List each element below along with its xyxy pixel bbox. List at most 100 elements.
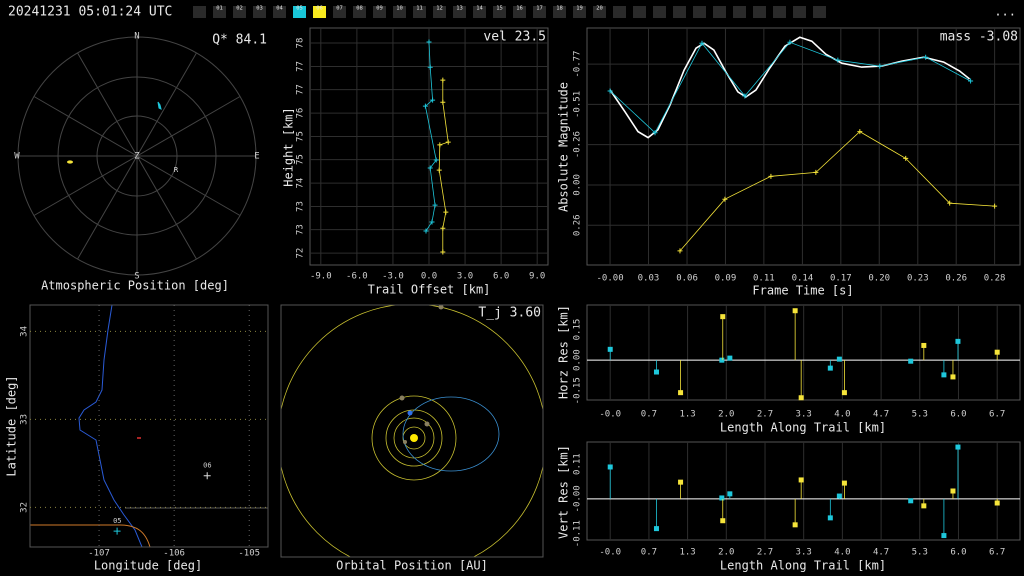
x-tick-label: 0.14 — [792, 274, 814, 284]
x-tick-label: 9.0 — [529, 272, 545, 282]
point — [768, 173, 774, 179]
x-tick-label: 4.0 — [834, 410, 850, 420]
point — [722, 196, 728, 202]
x-tick-label: 2.7 — [757, 410, 773, 420]
point — [426, 39, 432, 45]
x-axis-label: Trail Offset [km] — [368, 283, 491, 297]
point — [877, 63, 883, 69]
station — [203, 472, 211, 480]
point — [440, 99, 446, 105]
annotation: mass -3.08 — [940, 30, 1018, 45]
x-tick-label: 0.0 — [421, 272, 437, 282]
stem-marker — [720, 314, 726, 320]
y-tick-label: 73 — [296, 201, 306, 212]
stem-marker — [921, 503, 927, 509]
panel-title: Atmospheric Position [deg] — [41, 279, 229, 293]
planet — [403, 440, 407, 444]
compass: S — [134, 272, 139, 282]
annotation: vel 23.5 — [483, 30, 546, 45]
y-tick-label: 75 — [296, 131, 306, 142]
stem-marker — [994, 349, 1000, 355]
station-label: 12 — [436, 6, 443, 12]
point — [835, 57, 841, 63]
x-tick-label: -0.00 — [597, 274, 624, 284]
annotation: T_j 3.60 — [478, 306, 541, 321]
point — [440, 225, 446, 231]
x-tick-label: 6.0 — [950, 410, 966, 420]
x-tick-label: -106 — [163, 549, 185, 559]
x-tick-label: 6.0 — [950, 548, 966, 558]
station-label: 19 — [576, 6, 583, 12]
stem-marker — [678, 479, 684, 485]
stem-marker — [827, 365, 833, 371]
station-box — [653, 6, 666, 18]
station-box — [713, 6, 726, 18]
station-box — [313, 6, 326, 18]
stem-marker — [792, 308, 798, 314]
y-tick-label: 34 — [20, 326, 30, 337]
y-tick-label: 75 — [296, 154, 306, 165]
polar-panel — [17, 36, 257, 276]
x-tick-label: 3.3 — [796, 410, 812, 420]
station-box — [673, 6, 686, 18]
y-tick-label: 78 — [296, 38, 306, 49]
stem-marker — [836, 493, 842, 499]
stem-marker — [950, 374, 956, 380]
point — [968, 78, 974, 84]
point — [437, 142, 443, 148]
compass: N — [134, 32, 139, 42]
x-tick-label: 2.7 — [757, 548, 773, 558]
stem-marker — [841, 390, 847, 396]
orbit-panel — [281, 305, 543, 557]
x-tick-label: 3.0 — [457, 272, 473, 282]
station-box — [513, 6, 526, 18]
station-label: 10 — [396, 6, 403, 12]
y-tick-label: 73 — [296, 224, 306, 235]
point — [433, 157, 439, 163]
x-tick-label: -107 — [88, 549, 110, 559]
station-box — [253, 6, 266, 18]
annotation: Q* 84.1 — [212, 33, 267, 48]
y-tick-label: -0.11 — [573, 520, 583, 547]
station-box — [413, 6, 426, 18]
station-label: 09 — [376, 6, 383, 12]
station-label: 15 — [496, 6, 503, 12]
stem-marker — [950, 488, 956, 494]
series-line — [438, 80, 449, 252]
panel-frame — [280, 304, 544, 558]
x-tick-label: 0.09 — [715, 274, 737, 284]
point — [427, 64, 433, 70]
x-axis-label: Length Along Trail [km] — [720, 421, 886, 435]
x-tick-label: -6.0 — [346, 272, 368, 282]
station-label: 14 — [476, 6, 483, 12]
stem-marker — [727, 355, 733, 361]
station-label: 01 — [216, 6, 223, 12]
y-tick-label: 0.15 — [573, 319, 583, 341]
station-box — [193, 6, 206, 18]
station-box — [573, 6, 586, 18]
station-label: 18 — [556, 6, 563, 12]
point — [699, 40, 705, 46]
point — [427, 165, 433, 171]
y-axis-label: Vert Res [km] — [557, 445, 571, 539]
menu[interactable]: ... — [994, 5, 1016, 19]
x-tick-label: 0.06 — [676, 274, 698, 284]
stem-marker — [827, 515, 833, 521]
x-tick-label: 0.7 — [641, 410, 657, 420]
station-label: 06 — [316, 6, 323, 12]
point — [992, 203, 998, 209]
x-tick-label: 0.03 — [638, 274, 660, 284]
point — [923, 54, 929, 60]
station-label: 05 — [113, 517, 121, 525]
stem-marker — [720, 518, 726, 524]
y-tick-label: 0.00 — [573, 174, 583, 196]
y-axis-label: Height [km] — [282, 107, 296, 186]
x-tick-label: 5.3 — [912, 410, 928, 420]
planet — [407, 410, 413, 416]
station-box — [493, 6, 506, 18]
station-box — [373, 6, 386, 18]
station-box — [393, 6, 406, 18]
y-axis-label: Absolute Magnitude — [557, 82, 571, 212]
station-label: 07 — [336, 6, 343, 12]
point — [430, 97, 436, 103]
